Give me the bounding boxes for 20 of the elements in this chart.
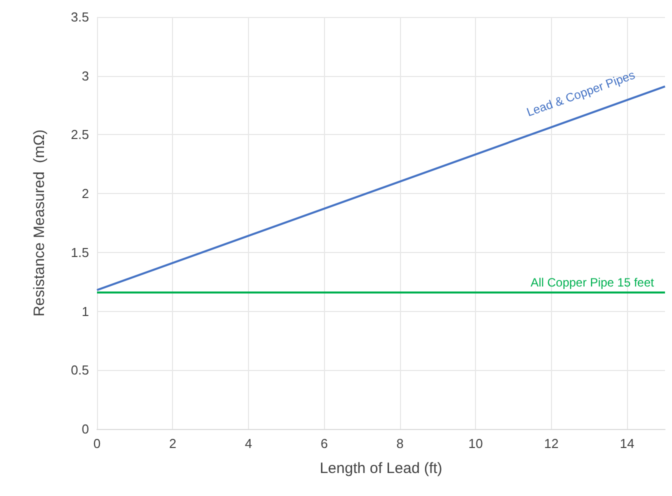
x-tick-label: 6: [320, 436, 328, 451]
y-tick-label: 1: [82, 304, 89, 319]
x-tick-label: 14: [620, 436, 634, 451]
x-tick-label: 2: [169, 436, 176, 451]
y-tick-label: 1.5: [70, 244, 89, 260]
y-tick-label: 0: [82, 422, 89, 436]
x-tick-label: 8: [396, 436, 404, 451]
x-tick-label: 10: [468, 436, 483, 451]
y-tick-label: 3.5: [70, 10, 89, 24]
y-tick-label: 0.5: [70, 362, 89, 378]
y-axis-title: Resistance Measured (mΩ): [31, 129, 48, 317]
series-label: All Copper Pipe 15 feet: [530, 275, 655, 290]
y-tick-label: 2: [82, 186, 89, 202]
x-axis-title: Length of Lead (ft): [320, 460, 442, 477]
y-tick-label: 2.5: [70, 127, 89, 142]
x-tick-label: 12: [544, 436, 559, 451]
x-tick-label: 0: [93, 436, 101, 451]
x-tick-label: 4: [244, 436, 252, 451]
text: Lead & Copper Pipes: [524, 68, 637, 120]
y-tick-label: 3: [82, 68, 89, 84]
